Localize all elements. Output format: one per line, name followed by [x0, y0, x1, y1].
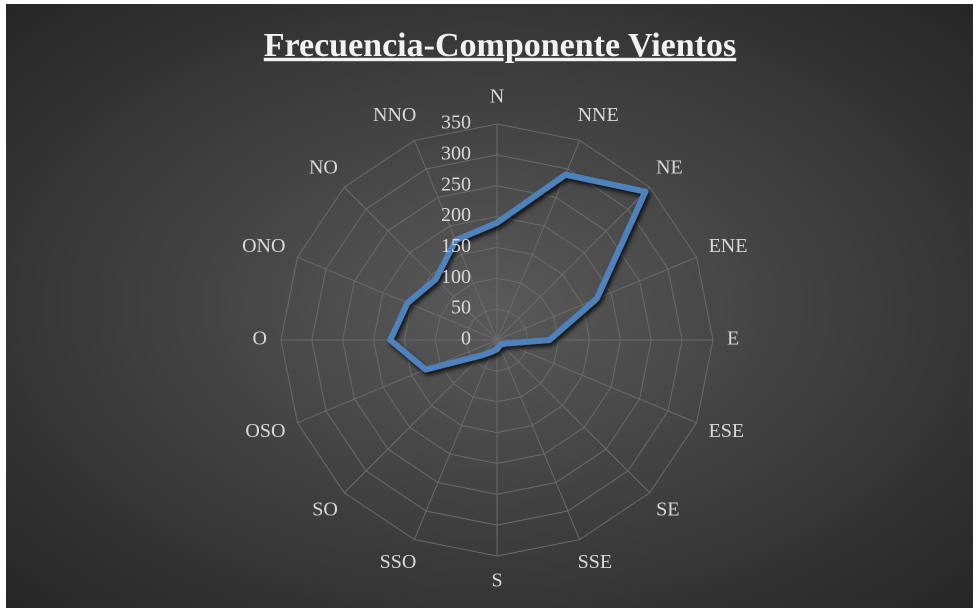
y-tick-label: 300	[441, 142, 471, 164]
category-label: SSO	[380, 551, 417, 573]
category-label: ONO	[242, 235, 285, 257]
y-tick-label: 150	[441, 235, 471, 257]
spoke	[413, 339, 498, 540]
spoke	[496, 339, 697, 424]
y-tick-label: 50	[451, 297, 471, 319]
chart-background	[6, 4, 973, 608]
category-label: E	[727, 328, 739, 350]
category-label: N	[490, 86, 504, 108]
category-label: NO	[309, 156, 338, 178]
category-label: SE	[656, 499, 679, 521]
category-label: ESE	[709, 420, 745, 442]
y-tick-label: 200	[441, 204, 471, 226]
spoke	[297, 339, 498, 424]
category-label: OSO	[245, 420, 285, 442]
y-tick-label: 100	[441, 266, 471, 288]
spoke	[297, 256, 498, 341]
spoke	[496, 186, 651, 341]
y-tick-label: 0	[461, 328, 471, 350]
spoke	[343, 186, 498, 341]
category-label: S	[491, 570, 502, 592]
category-label: O	[253, 328, 267, 350]
category-label: SO	[312, 499, 338, 521]
category-label: SSE	[578, 551, 612, 573]
category-label: NNE	[578, 104, 619, 126]
data-line	[387, 171, 649, 373]
category-label: NNO	[373, 104, 416, 126]
category-label: NE	[656, 156, 683, 178]
y-tick-label: 350	[441, 112, 471, 134]
category-label: ENE	[709, 235, 748, 257]
spoke	[496, 339, 651, 494]
chart-title: Frecuencia-Componente Vientos	[264, 27, 736, 64]
spoke	[496, 339, 581, 540]
spoke	[343, 339, 498, 494]
y-tick-label: 250	[441, 173, 471, 195]
